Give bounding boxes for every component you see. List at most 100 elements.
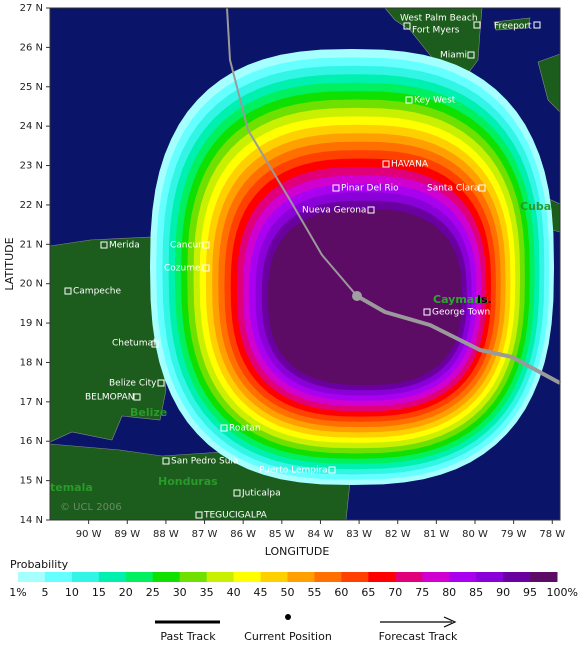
y-tick-label: 26 N xyxy=(20,42,43,53)
place-marker xyxy=(405,96,413,104)
place-label: Fort Myers xyxy=(412,26,460,36)
place-label: Nueva Gerona xyxy=(302,206,366,216)
colorbar-label: 80 xyxy=(442,586,456,599)
colorbar-label: 90 xyxy=(496,586,510,599)
place-label: San Pedro Sula xyxy=(171,457,238,467)
colorbar-label: 15 xyxy=(92,586,106,599)
place-marker xyxy=(533,21,541,29)
x-tick-label: 88 W xyxy=(153,529,179,540)
colorbar-label: 5 xyxy=(41,586,48,599)
place-marker xyxy=(382,160,390,168)
y-axis-title: LATITUDE xyxy=(3,237,16,290)
x-tick-label: 85 W xyxy=(269,529,295,540)
place-marker xyxy=(202,241,210,249)
colorbar-label: 30 xyxy=(173,586,187,599)
map-frame xyxy=(49,7,561,521)
legend-item: Past Track xyxy=(160,630,216,643)
colorbar-swatch xyxy=(233,572,262,582)
track xyxy=(226,7,561,385)
x-tick-label: 80 W xyxy=(462,529,488,540)
region-label: Caymans xyxy=(433,293,489,306)
colorbar-label: 35 xyxy=(200,586,214,599)
place-marker xyxy=(151,340,159,348)
colorbar-swatch xyxy=(152,572,181,582)
place-label: Cancun xyxy=(170,241,204,251)
colorbar-label: 1% xyxy=(9,586,26,599)
copyright: © UCL 2006 xyxy=(60,502,122,513)
colorbar-label: 40 xyxy=(227,586,241,599)
place-marker xyxy=(220,424,228,432)
y-tick-label: 22 N xyxy=(20,200,43,211)
place-label: Miami xyxy=(440,51,467,61)
place-label: Freeport xyxy=(494,22,532,32)
place-marker xyxy=(195,511,203,519)
y-tick-label: 27 N xyxy=(20,3,43,14)
colorbar-swatch xyxy=(44,572,73,582)
legend-item: Forecast Track xyxy=(379,630,458,643)
place-label: Merida xyxy=(109,241,140,251)
place-label: Pinar Del Rio xyxy=(341,184,399,194)
places: West Palm Beach Fort Myers Freeport Miami Ke… xyxy=(64,14,541,521)
colorbar-label: 25 xyxy=(146,586,160,599)
place-label: Cozumel xyxy=(164,264,203,274)
place-label: Roatan xyxy=(229,424,261,434)
colorbar-swatch xyxy=(341,572,369,582)
place-marker xyxy=(233,489,241,497)
colorbar-swatch xyxy=(422,572,450,582)
x-tick-label: 82 W xyxy=(385,529,411,540)
place-marker xyxy=(157,379,165,387)
x-axis-title: LONGITUDE xyxy=(265,545,330,558)
place-marker xyxy=(473,21,481,29)
colorbar-swatch xyxy=(179,572,208,582)
place-marker xyxy=(64,287,72,295)
region-label: Belize xyxy=(130,406,167,419)
place-marker xyxy=(328,466,336,474)
colorbar-label: 95 xyxy=(523,586,537,599)
place-marker xyxy=(100,241,108,249)
y-tick-label: 15 N xyxy=(20,476,43,487)
colorbar-swatch xyxy=(260,572,288,582)
place-label: Chetumal xyxy=(112,339,156,349)
y-tick-label: 21 N xyxy=(20,239,43,250)
colorbar-swatch xyxy=(287,572,315,582)
colorbar-label: 10 xyxy=(65,586,79,599)
colorbar-label: 65 xyxy=(361,586,375,599)
region-label: Cuba xyxy=(520,200,551,213)
colorbar-label: 60 xyxy=(334,586,348,599)
place-label: Key West xyxy=(414,96,456,106)
colorbar-swatch xyxy=(71,572,100,582)
place-marker xyxy=(478,184,486,192)
colorbar: 1% 5 10 15 20 25 30 35 40 45 50 55 60 65 70 75 80 85 90 95 1… xyxy=(9,572,578,599)
colorbar-swatch xyxy=(530,572,558,582)
place-label: West Palm Beach xyxy=(400,14,478,24)
x-tick-label: 78 W xyxy=(539,529,565,540)
colorbar-label: 70 xyxy=(388,586,402,599)
current-position-symbol xyxy=(285,614,291,620)
x-tick-label: 90 W xyxy=(76,529,102,540)
colorbar-label: 20 xyxy=(119,586,133,599)
colorbar-label: 85 xyxy=(469,586,483,599)
colorbar-swatch xyxy=(503,572,531,582)
colorbar-label: 45 xyxy=(254,586,268,599)
region-label: Is. xyxy=(477,293,492,306)
place-label: TEGUCIGALPA xyxy=(203,511,268,521)
colorbar-swatch xyxy=(206,572,235,582)
colorbar-swatch xyxy=(18,572,46,582)
colorbar-swatch xyxy=(125,572,154,582)
y-tick-label: 20 N xyxy=(20,279,43,290)
y-tick-label: 25 N xyxy=(20,82,43,93)
place-marker xyxy=(162,457,170,465)
colorbar-swatch xyxy=(98,572,127,582)
colorbar-swatch xyxy=(449,572,477,582)
colorbar-swatch xyxy=(395,572,423,582)
place-label: George Town xyxy=(432,308,490,318)
place-label: BELMOPAN xyxy=(85,393,134,403)
contour-band xyxy=(268,209,462,385)
x-tick-label: 81 W xyxy=(423,529,449,540)
probability-contours xyxy=(150,49,554,485)
legend-item: Current Position xyxy=(244,630,332,643)
region-label: temala xyxy=(50,481,93,494)
place-label: HAVANA xyxy=(391,160,429,170)
